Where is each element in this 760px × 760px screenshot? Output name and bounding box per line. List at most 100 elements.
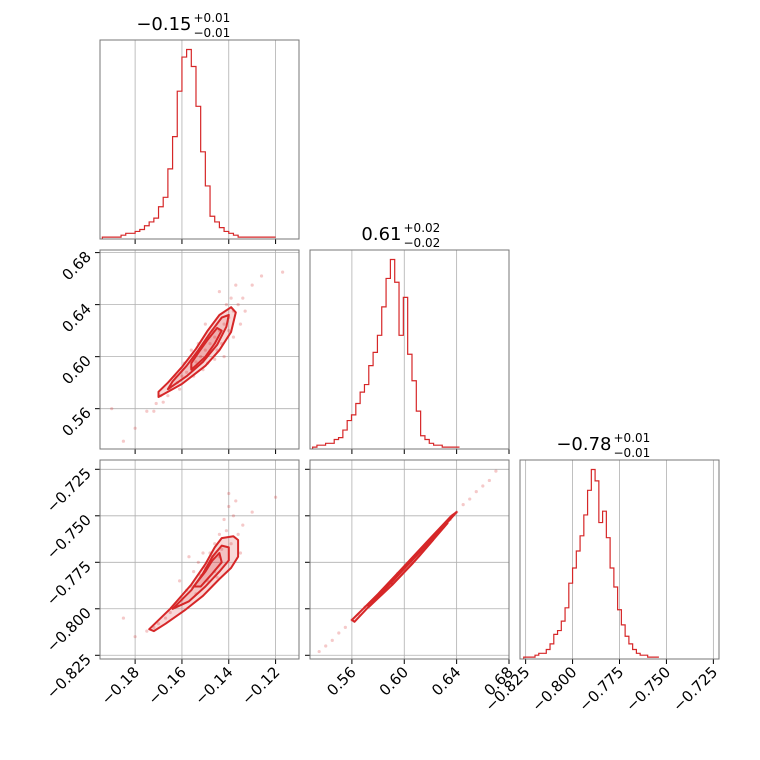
sample-point (468, 497, 472, 501)
title-plus: +0.01 (614, 431, 651, 445)
sample-point (317, 649, 321, 654)
contour-level-1 (148, 535, 240, 633)
x-tick-label: 0.60 (376, 663, 412, 699)
panel-frame (309, 459, 510, 660)
y-tick-label: −0.750 (43, 511, 95, 563)
sample-point (133, 426, 137, 430)
panel-title-0: −0.15 +0.01−0.01 (136, 11, 230, 40)
panel-2-2: −0.78 +0.01−0.01−0.825−0.800−0.775−0.750−… (481, 431, 721, 715)
sample-point (121, 439, 126, 443)
panel-title-2: −0.78 +0.01−0.01 (556, 431, 650, 460)
title-minus: −0.01 (614, 446, 651, 460)
sample-point (487, 478, 491, 483)
y-tick-label: −0.725 (43, 464, 95, 516)
panel-2-0: −0.825−0.800−0.775−0.750−0.725 −0.18 −0.16… (43, 459, 300, 708)
sample-point (222, 322, 226, 326)
sample-point (156, 622, 161, 626)
sample-point (145, 409, 149, 413)
sample-point (152, 409, 156, 413)
histogram-step (101, 48, 276, 239)
title-plus: +0.01 (194, 11, 231, 25)
sample-point (250, 510, 254, 514)
panel-frame (99, 39, 300, 240)
title-minus: −0.01 (194, 26, 231, 40)
title-minus: −0.02 (404, 236, 441, 250)
title-plus: +0.02 (404, 221, 441, 235)
sample-point (196, 560, 200, 564)
sample-point (224, 303, 229, 307)
sample-point (241, 296, 245, 300)
sample-point (201, 551, 205, 555)
sample-point (213, 542, 217, 546)
sample-point (461, 503, 465, 507)
x-tick-label: −0.12 (238, 663, 283, 708)
sample-point (203, 322, 207, 326)
sample-point (220, 547, 224, 551)
sample-point (203, 348, 207, 352)
sample-point (238, 322, 243, 326)
sample-point (168, 610, 172, 615)
sample-point (199, 355, 203, 359)
x-tick-label: −0.800 (528, 663, 580, 715)
sample-point (227, 329, 231, 333)
sample-point (273, 495, 278, 499)
sample-point (227, 504, 231, 509)
sample-point (110, 407, 114, 411)
panel-1-0: 0.56 0.60 0.64 0.68 (58, 248, 300, 454)
sample-point (222, 355, 226, 359)
y-tick-label: 0.64 (58, 300, 94, 336)
sample-point (234, 499, 238, 503)
sample-point (231, 335, 236, 339)
sample-point (474, 490, 478, 494)
sample-point (194, 360, 198, 364)
x-tick-label: −0.750 (622, 663, 674, 715)
y-tick-label: 0.60 (58, 352, 94, 388)
sample-point (178, 387, 182, 391)
y-tick-label: −0.775 (43, 557, 95, 609)
sample-point (236, 532, 240, 536)
sample-point (187, 555, 191, 559)
sample-point (250, 283, 254, 287)
y-tick-label: −0.800 (43, 604, 95, 656)
sample-point (229, 542, 233, 546)
x-tick-label: −0.18 (98, 663, 143, 708)
histogram-0 (101, 48, 276, 239)
x-tick-label: 0.56 (323, 663, 359, 699)
panel-frame (519, 459, 720, 660)
panel-1-1: 0.61 +0.02−0.02 (309, 221, 510, 454)
scatter-2-0 (121, 491, 278, 639)
sample-point (121, 616, 126, 620)
sample-point (234, 283, 238, 287)
sample-point (324, 644, 328, 648)
x-tick-label: −0.725 (669, 663, 721, 715)
sample-point (185, 370, 189, 374)
sample-point (145, 629, 149, 633)
sample-point (192, 569, 196, 574)
sample-point (133, 635, 137, 639)
title-value: 0.61 (361, 224, 401, 245)
y-tick-label: 0.68 (58, 248, 94, 284)
sample-point (343, 625, 347, 629)
sample-point (494, 469, 498, 473)
x-tick-label: −0.14 (191, 663, 236, 708)
panel-2-1: 0.56 0.60 0.64 0.68 (305, 459, 517, 699)
sample-point (243, 309, 247, 313)
title-value: −0.78 (556, 434, 611, 455)
sample-point (281, 270, 285, 274)
scatter-2-1 (317, 469, 498, 654)
sample-point (180, 374, 184, 378)
histogram-2 (523, 468, 659, 659)
sample-point (337, 631, 341, 635)
sample-point (154, 401, 158, 406)
sample-point (166, 394, 170, 398)
sample-point (189, 348, 193, 352)
panel-frame (309, 249, 510, 450)
sample-point (231, 514, 236, 518)
histogram-1 (312, 258, 460, 449)
sample-point (217, 532, 221, 536)
sample-point (227, 491, 231, 496)
sample-point (236, 303, 240, 307)
sample-point (178, 579, 182, 583)
sample-point (481, 484, 485, 488)
